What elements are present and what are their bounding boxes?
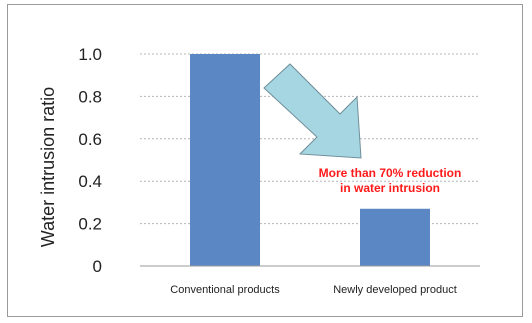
category-labels: Conventional products Newly developed pro… [170, 284, 457, 296]
bars [190, 54, 430, 266]
chart-frame [7, 4, 523, 317]
y-tick-label: 0.6 [78, 130, 102, 149]
reduction-arrow [263, 63, 362, 159]
category-label: Conventional products [170, 284, 280, 296]
bar [360, 208, 430, 266]
y-tick-labels: 0 0.2 0.4 0.6 0.8 1.0 [78, 45, 102, 276]
y-tick-label: 0.2 [78, 215, 102, 234]
y-axis-title: Water intrusion ratio [38, 87, 58, 247]
y-tick-label: 0.8 [78, 87, 102, 106]
bar [190, 54, 260, 266]
category-label: Newly developed product [333, 284, 457, 296]
annotation-line-1: More than 70% reduction [319, 166, 462, 180]
y-tick-label: 0 [93, 257, 102, 276]
annotation-line-2: in water intrusion [340, 181, 440, 195]
y-tick-label: 0.4 [78, 172, 102, 191]
y-tick-label: 1.0 [78, 45, 102, 64]
arrow-shape [263, 63, 362, 159]
